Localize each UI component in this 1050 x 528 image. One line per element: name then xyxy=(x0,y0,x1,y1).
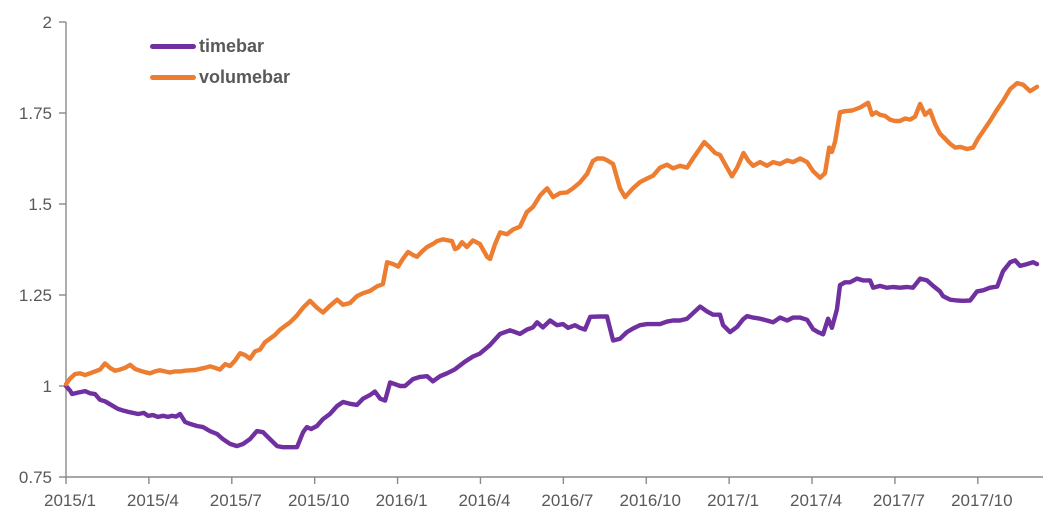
x-tick-label: 2017/1 xyxy=(707,491,759,510)
legend-item-timebar: timebar xyxy=(150,36,290,57)
y-tick-label: 1 xyxy=(43,377,52,396)
y-tick-label: 1.5 xyxy=(28,195,52,214)
x-tick-label: 2016/1 xyxy=(376,491,428,510)
x-tick-label: 2016/4 xyxy=(458,491,510,510)
x-tick-label: 2016/10 xyxy=(620,491,681,510)
legend-swatch-volumebar xyxy=(150,75,196,80)
x-tick-label: 2015/1 xyxy=(44,491,96,510)
x-tick-label: 2015/4 xyxy=(127,491,179,510)
x-tick-label: 2016/7 xyxy=(541,491,593,510)
legend-label-volumebar: volumebar xyxy=(199,67,291,87)
legend-label-timebar: timebar xyxy=(199,36,265,56)
series-line-timebar xyxy=(63,258,1040,450)
x-tick-label: 2017/7 xyxy=(873,491,925,510)
x-tick-label: 2015/7 xyxy=(210,491,262,510)
y-tick-label: 1.25 xyxy=(19,286,52,305)
y-tick-label: 1.75 xyxy=(19,104,52,123)
series-line-volumebar xyxy=(63,81,1040,387)
legend-swatch-timebar xyxy=(150,44,196,49)
y-tick-label: 2 xyxy=(43,13,52,32)
x-tick-label: 2015/10 xyxy=(288,491,349,510)
legend-item-volumebar: volumebar xyxy=(150,67,290,88)
legend: timebar volumebar xyxy=(150,36,290,88)
x-tick-label: 2017/10 xyxy=(951,491,1012,510)
y-tick-label: 0.75 xyxy=(19,468,52,487)
x-tick-label: 2017/4 xyxy=(790,491,842,510)
